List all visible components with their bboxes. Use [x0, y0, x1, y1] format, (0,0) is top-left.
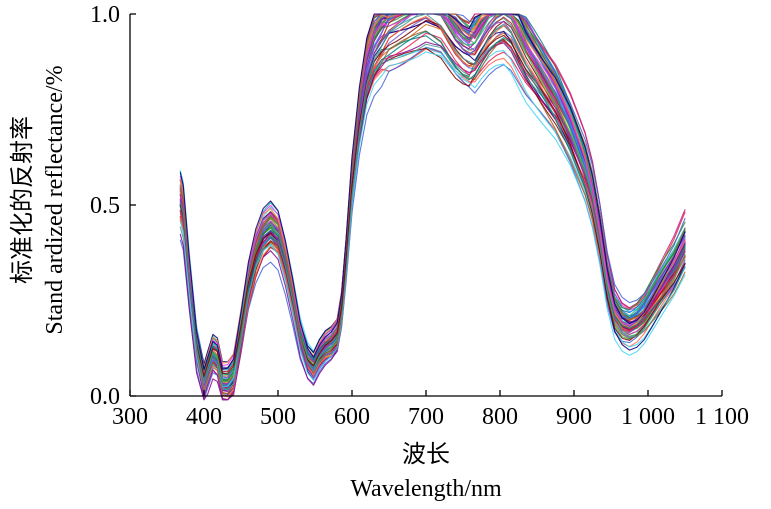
spectrum-line [179, 13, 686, 385]
spectrum-line [179, 25, 686, 381]
y-tick-label: 0.0 [90, 384, 120, 410]
spectrum-line [179, 51, 686, 391]
spectrum-line [179, 13, 686, 386]
x-tick-label: 700 [408, 404, 444, 430]
spectrum-line [179, 13, 686, 391]
x-axis-label-chinese: 波长 [402, 440, 450, 468]
spectrum-line [179, 13, 686, 387]
spectrum-line [179, 13, 686, 379]
spectrum-line [179, 40, 686, 395]
spectrum-line [179, 47, 686, 373]
x-ticks: 300 400 500 600 700 800 900 1 000 1 100 [112, 390, 749, 430]
spectrum-line [179, 19, 686, 378]
spectrum-line [179, 13, 686, 382]
y-tick-label: 1.0 [90, 2, 120, 28]
x-tick-label: 600 [334, 404, 370, 430]
spectrum-line [179, 13, 686, 376]
y-axis-label-english: Stand ardized reflectance/% [42, 65, 68, 334]
spectrum-line [179, 13, 686, 389]
x-tick-label: 400 [186, 404, 222, 430]
spectrum-line [179, 13, 686, 378]
y-axis-label-chinese: 标准化的反射率 [8, 116, 36, 284]
x-tick-label: 800 [482, 404, 518, 430]
spectrum-line [179, 20, 686, 392]
spectrum-line [179, 13, 686, 388]
spectrum-line [179, 13, 686, 392]
spectrum-line [179, 13, 686, 385]
x-tick-label: 1 000 [621, 404, 675, 430]
spectrum-line [179, 30, 686, 388]
series-layer [179, 13, 686, 401]
spectrum-line [179, 13, 686, 401]
y-tick-label: 0.5 [90, 193, 120, 219]
spectrum-line [179, 17, 686, 401]
x-tick-label: 900 [556, 404, 592, 430]
spectrum-line [179, 13, 686, 396]
spectrum-line [179, 13, 686, 393]
spectrum-line [179, 23, 686, 388]
x-axis-label-english: Wavelength/nm [350, 476, 502, 502]
spectrum-line [179, 20, 686, 380]
spectrum-line [179, 13, 686, 383]
x-tick-label: 1 100 [695, 404, 749, 430]
spectrum-line [179, 47, 686, 380]
spectrum-line [179, 13, 686, 391]
spectrum-line [179, 13, 686, 395]
spectrum-line [179, 13, 686, 398]
spectrum-line [179, 32, 686, 376]
spectrum-line [179, 13, 686, 394]
x-tick-label: 300 [112, 404, 148, 430]
spectrum-line [179, 16, 686, 397]
spectrum-line [179, 13, 686, 392]
spectrum-line [179, 38, 686, 389]
spectrum-line [179, 13, 686, 379]
spectrum-line [179, 13, 686, 385]
spectrum-line [179, 13, 686, 389]
spectrum-line [179, 13, 686, 396]
spectrum-line [179, 17, 686, 386]
spectrum-line [179, 13, 686, 393]
spectrum-line [179, 13, 686, 391]
spectrum-line [179, 48, 686, 385]
spectrum-line [179, 13, 686, 389]
spectrum-line [179, 46, 686, 401]
x-tick-label: 500 [260, 404, 296, 430]
spectrum-line [179, 13, 686, 388]
spectrum-line [179, 13, 686, 370]
spectrum-line [179, 30, 686, 375]
spectrum-line [179, 13, 686, 378]
spectrum-line [179, 41, 686, 401]
spectrum-line [179, 13, 686, 383]
spectrum-line [179, 13, 686, 391]
y-ticks: 0.0 0.5 1.0 [90, 2, 136, 410]
spectrum-line [179, 13, 686, 389]
